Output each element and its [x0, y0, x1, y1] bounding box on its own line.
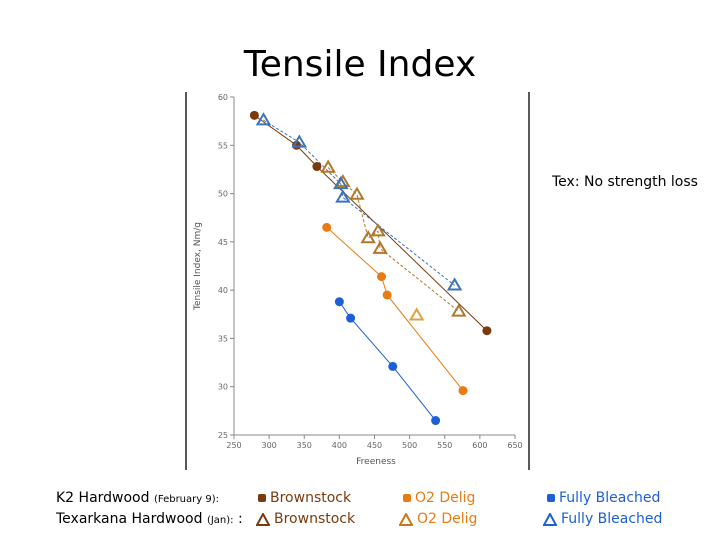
- legend-tex-sub: (Jan):: [206, 515, 234, 526]
- series-marks: [249, 110, 492, 426]
- y-tick-label: 50: [218, 190, 228, 199]
- data-point-tex_fully: [333, 175, 349, 190]
- y-tick-label: 40: [218, 286, 228, 295]
- square-marker-icon: [547, 494, 555, 502]
- data-point-k2_fully: [388, 361, 398, 371]
- data-point-tex_brownstock: [451, 303, 467, 317]
- legend-item-label: Fully Bleached: [559, 490, 661, 506]
- triangle-marker-icon: [399, 512, 413, 526]
- data-point-tex_fully: [446, 277, 463, 291]
- data-point-tex_fully: [291, 134, 308, 148]
- legend-tex-brownstock: Brownstock: [256, 511, 355, 527]
- data-point-k2_fully: [346, 313, 356, 323]
- plot-frame: [185, 92, 530, 470]
- data-point-k2_fully: [334, 297, 344, 307]
- legend-row2-label: Texarkana Hardwood (Jan): :: [56, 511, 243, 527]
- legend-tex-label: Texarkana Hardwood: [56, 511, 203, 527]
- legend-item-label: O2 Delig: [417, 511, 478, 527]
- x-tick-label: 300: [261, 441, 276, 450]
- chart-note: Tex: No strength loss: [552, 174, 698, 190]
- data-point-tex_brownstock: [370, 223, 386, 237]
- y-tick-label: 60: [218, 93, 228, 102]
- legend-item-label: O2 Delig: [415, 490, 476, 506]
- data-point-tex_brownstock: [320, 159, 336, 173]
- data-point-tex_fully: [255, 112, 272, 126]
- y-axis-label: Tensile Index, Nm/g: [193, 222, 203, 311]
- x-tick-label: 550: [437, 441, 452, 450]
- legend-item-label: Brownstock: [274, 511, 356, 527]
- data-point-k2_fully: [431, 416, 441, 426]
- x-axis-label: Freeness: [356, 457, 396, 467]
- legend-tex-fullybleached: Fully Bleached: [543, 511, 662, 527]
- legend-tex-colon: :: [237, 511, 243, 527]
- axis-ticks: 250 300 350 400 450 500 550 600 650 25 30 35 40 45 50 5…: [218, 93, 523, 450]
- series-line-k2_brownstock: [254, 114, 488, 332]
- legend-item-label: Brownstock: [270, 490, 352, 506]
- legend-item-label: Fully Bleached: [561, 511, 663, 527]
- slide-title: Tensile Index: [243, 44, 477, 85]
- data-point-k2_o2: [377, 272, 387, 282]
- x-tick-label: 250: [226, 441, 241, 450]
- data-point-k2_brownstock: [249, 110, 259, 120]
- legend-k2-sub: (February 9):: [153, 494, 219, 505]
- x-tick-label: 500: [402, 441, 417, 450]
- data-point-tex_brownstock: [349, 186, 365, 200]
- data-point-tex_brownstock: [360, 230, 376, 244]
- series-line-k2_fully: [338, 301, 437, 421]
- legend-k2-fullybleached: Fully Bleached: [547, 490, 660, 506]
- square-marker-icon: [403, 494, 411, 502]
- series-lines: [254, 114, 488, 421]
- triangle-marker-icon: [543, 512, 557, 526]
- square-marker-icon: [258, 494, 266, 502]
- x-tick-label: 350: [297, 441, 312, 450]
- x-tick-label: 400: [332, 441, 347, 450]
- series-line-tex_fully: [263, 119, 455, 286]
- data-point-k2_brownstock: [482, 326, 492, 336]
- x-tick-label: 450: [367, 441, 382, 450]
- y-tick-label: 35: [218, 334, 228, 343]
- legend-k2-o2delig: O2 Delig: [403, 490, 475, 506]
- y-tick-label: 30: [218, 383, 228, 392]
- data-point-k2_o2: [458, 386, 468, 396]
- legend-tex-o2delig: O2 Delig: [399, 511, 477, 527]
- series-line-k2_o2: [326, 226, 464, 391]
- data-point-tex_fully: [335, 189, 351, 203]
- triangle-marker-icon: [256, 512, 270, 526]
- y-tick-label: 55: [218, 141, 228, 150]
- legend-k2-brownstock: Brownstock: [258, 490, 351, 506]
- y-tick-label: 45: [218, 238, 228, 247]
- y-tick-label: 25: [218, 431, 228, 440]
- data-point-k2_o2: [382, 290, 392, 300]
- x-tick-label: 650: [507, 441, 522, 450]
- data-point-tex_o2: [408, 307, 425, 321]
- data-point-tex_brownstock: [372, 240, 388, 254]
- legend-k2-label: K2 Hardwood: [56, 490, 150, 506]
- data-point-k2_brownstock: [312, 162, 322, 172]
- legend-row1-label: K2 Hardwood (February 9):: [56, 490, 219, 506]
- x-tick-label: 600: [472, 441, 487, 450]
- data-point-k2_o2: [322, 222, 332, 232]
